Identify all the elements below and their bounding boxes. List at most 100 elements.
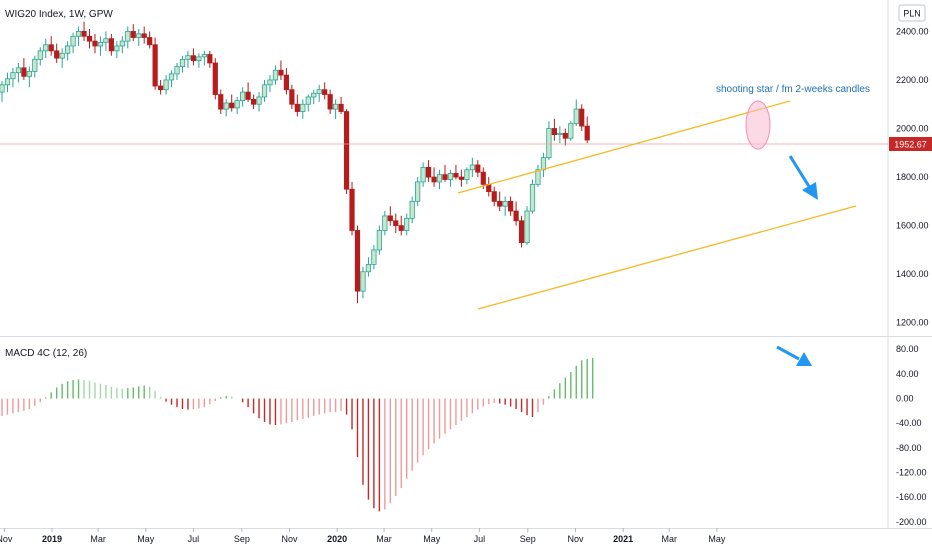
candle[interactable] bbox=[43, 38, 49, 59]
candle[interactable] bbox=[250, 94, 257, 110]
candle[interactable] bbox=[458, 169, 465, 187]
candle[interactable] bbox=[108, 33, 114, 56]
candle[interactable] bbox=[551, 118, 557, 141]
candle[interactable] bbox=[486, 177, 492, 197]
candle[interactable] bbox=[343, 109, 350, 195]
candle[interactable] bbox=[190, 48, 197, 66]
candle[interactable] bbox=[431, 167, 437, 187]
candle[interactable] bbox=[557, 126, 563, 144]
candle[interactable] bbox=[86, 28, 93, 49]
candle[interactable] bbox=[447, 169, 454, 187]
candle[interactable] bbox=[114, 41, 120, 59]
candle[interactable] bbox=[207, 50, 213, 68]
currency-badge[interactable]: PLN bbox=[898, 4, 926, 22]
price-axis[interactable]: 2400.00 2200.00 2000.00 1800.00 1600.00 1400.… bbox=[896, 26, 929, 327]
candle[interactable] bbox=[442, 164, 448, 182]
candle[interactable] bbox=[540, 152, 547, 178]
candle[interactable] bbox=[294, 94, 300, 117]
candle[interactable] bbox=[59, 48, 65, 68]
candle[interactable] bbox=[502, 196, 508, 216]
candle[interactable] bbox=[179, 55, 186, 73]
candle[interactable] bbox=[513, 201, 519, 226]
candle[interactable] bbox=[316, 84, 322, 102]
candle[interactable] bbox=[436, 169, 443, 190]
candle[interactable] bbox=[125, 26, 131, 49]
candle[interactable] bbox=[409, 196, 415, 224]
candle[interactable] bbox=[37, 47, 43, 66]
candle[interactable] bbox=[223, 99, 229, 117]
candle[interactable] bbox=[524, 206, 530, 246]
candle[interactable] bbox=[218, 89, 224, 114]
candle[interactable] bbox=[404, 213, 410, 236]
candle[interactable] bbox=[4, 72, 11, 93]
candle[interactable] bbox=[518, 215, 525, 248]
candle[interactable] bbox=[491, 186, 497, 207]
candle[interactable] bbox=[92, 33, 98, 54]
highlight-ellipse[interactable] bbox=[745, 100, 771, 150]
candle[interactable] bbox=[81, 21, 87, 42]
candle[interactable] bbox=[338, 96, 344, 114]
candle[interactable] bbox=[562, 128, 568, 146]
candle[interactable] bbox=[261, 79, 268, 102]
channel-lower-line[interactable] bbox=[477, 205, 857, 310]
candle[interactable] bbox=[469, 157, 475, 178]
candle[interactable] bbox=[311, 89, 317, 105]
candle[interactable] bbox=[240, 87, 246, 107]
candle[interactable] bbox=[283, 67, 289, 95]
candle[interactable] bbox=[48, 36, 54, 56]
candle[interactable] bbox=[119, 36, 125, 54]
candle[interactable] bbox=[420, 162, 426, 187]
candle[interactable] bbox=[371, 245, 377, 270]
candle[interactable] bbox=[535, 164, 541, 187]
candle[interactable] bbox=[568, 121, 574, 141]
time-axis[interactable]: Nov 2019 Mar May Jul Sep Nov 2020 Mar May Jul Sep No… bbox=[0, 528, 726, 544]
candle[interactable] bbox=[136, 28, 142, 46]
candle[interactable] bbox=[168, 70, 175, 88]
candle[interactable] bbox=[289, 84, 295, 110]
channel-upper-line[interactable] bbox=[457, 100, 791, 194]
candle[interactable] bbox=[174, 62, 180, 80]
candle[interactable] bbox=[141, 26, 147, 44]
candle[interactable] bbox=[546, 121, 552, 161]
candle[interactable] bbox=[305, 94, 311, 112]
candle[interactable] bbox=[300, 99, 306, 119]
macd-axis[interactable]: 80.00 40.00 0.00 -40.00 -80.00 -120.00 -160.00… bbox=[896, 344, 927, 527]
candle[interactable] bbox=[212, 58, 218, 100]
candle[interactable] bbox=[75, 26, 82, 46]
candle[interactable] bbox=[278, 60, 284, 80]
candle[interactable] bbox=[354, 225, 361, 304]
candle[interactable] bbox=[32, 55, 38, 78]
candle[interactable] bbox=[584, 116, 590, 144]
candle[interactable] bbox=[464, 167, 470, 185]
candle[interactable] bbox=[54, 43, 60, 63]
candle[interactable] bbox=[573, 99, 579, 127]
candle[interactable] bbox=[10, 67, 16, 88]
candle[interactable] bbox=[272, 65, 279, 85]
candle[interactable] bbox=[333, 99, 339, 119]
candle[interactable] bbox=[163, 75, 169, 95]
candle[interactable] bbox=[245, 82, 251, 102]
candle[interactable] bbox=[398, 215, 404, 236]
candle[interactable] bbox=[360, 266, 366, 299]
candle[interactable] bbox=[425, 160, 432, 182]
candle[interactable] bbox=[497, 191, 503, 212]
candle[interactable] bbox=[234, 96, 240, 114]
candle[interactable] bbox=[365, 257, 372, 277]
candle[interactable] bbox=[453, 164, 459, 180]
candle[interactable] bbox=[327, 89, 333, 114]
candle[interactable] bbox=[393, 213, 399, 233]
candle[interactable] bbox=[376, 225, 382, 255]
candle[interactable] bbox=[21, 58, 27, 80]
arrow-down-price[interactable] bbox=[788, 155, 818, 200]
candle[interactable] bbox=[387, 206, 393, 226]
candle[interactable] bbox=[267, 75, 273, 93]
candle[interactable] bbox=[152, 37, 158, 90]
candle[interactable] bbox=[382, 211, 388, 236]
arrow-down-macd[interactable] bbox=[776, 345, 812, 366]
candle[interactable] bbox=[130, 24, 136, 42]
candle[interactable] bbox=[508, 196, 514, 216]
candle[interactable] bbox=[196, 53, 202, 68]
candle[interactable] bbox=[229, 94, 235, 112]
candle[interactable] bbox=[579, 104, 585, 131]
candle[interactable] bbox=[475, 160, 481, 178]
